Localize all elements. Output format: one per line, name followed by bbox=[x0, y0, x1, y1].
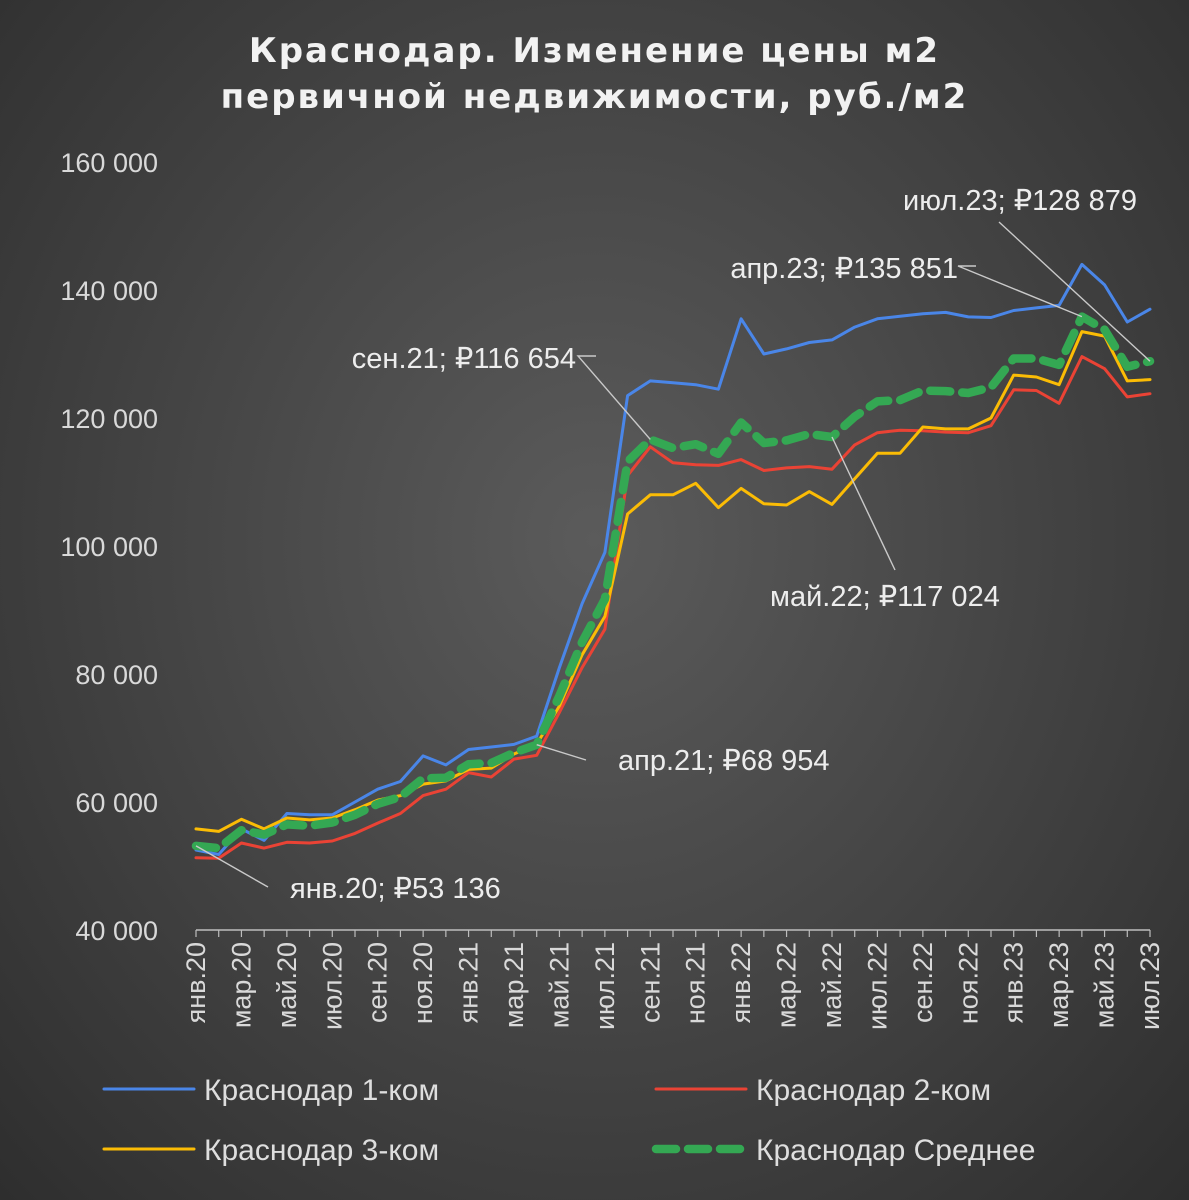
legend-label: Краснодар 1-ком bbox=[204, 1074, 439, 1107]
data-label: июл.23; ₽128 879 bbox=[903, 185, 1137, 217]
x-tick-label: янв.21 bbox=[454, 942, 484, 1023]
series-line bbox=[194, 262, 1152, 856]
annotation-leader bbox=[998, 221, 1151, 362]
annotation-leader bbox=[576, 355, 651, 440]
x-tick-label: июл.21 bbox=[590, 942, 620, 1030]
data-label: сен.21; ₽116 654 bbox=[352, 343, 576, 375]
data-label: май.22; ₽117 024 bbox=[770, 581, 1000, 613]
x-tick-label: мар.20 bbox=[226, 942, 256, 1028]
x-tick-label: май.22 bbox=[817, 942, 847, 1028]
x-tick-label: мар.23 bbox=[1044, 942, 1074, 1028]
annotation-leader bbox=[831, 436, 896, 571]
legend-label: Краснодар 2-ком bbox=[756, 1074, 991, 1107]
legend-label: Краснодар Среднее bbox=[756, 1134, 1035, 1167]
x-tick-label: ноя.21 bbox=[681, 942, 711, 1024]
x-tick-label: янв.23 bbox=[999, 942, 1029, 1023]
x-tick-label: июл.22 bbox=[862, 942, 892, 1030]
x-tick-label: май.23 bbox=[1090, 942, 1120, 1028]
chart-title-line-2: первичной недвижимости, руб./м2 bbox=[220, 77, 969, 117]
x-tick-label: мар.21 bbox=[499, 942, 529, 1028]
x-tick-label: сен.21 bbox=[635, 942, 665, 1023]
annotation-leader bbox=[195, 845, 269, 888]
x-tick-label: ноя.20 bbox=[408, 942, 438, 1024]
series-line bbox=[194, 355, 1152, 860]
data-label: апр.23; ₽135 851 bbox=[730, 253, 958, 285]
data-label: янв.20; ₽53 136 bbox=[290, 873, 501, 905]
x-tick-label: янв.22 bbox=[726, 942, 756, 1023]
x-tick-label: июл.20 bbox=[317, 942, 347, 1030]
y-tick-label: 120 000 bbox=[60, 404, 158, 434]
series-line bbox=[191, 312, 1155, 853]
x-tick-label: сен.20 bbox=[363, 942, 393, 1023]
x-tick-label: янв.20 bbox=[181, 942, 211, 1023]
annotation-leader bbox=[957, 265, 1083, 318]
legend-label: Краснодар 3-ком bbox=[204, 1134, 439, 1167]
x-tick-label: май.21 bbox=[544, 942, 574, 1028]
y-tick-label: 100 000 bbox=[60, 532, 158, 562]
x-tick-label: сен.22 bbox=[908, 942, 938, 1023]
chart-title: Краснодар. Изменение цены м2 первичной н… bbox=[0, 28, 1189, 120]
y-tick-label: 160 000 bbox=[60, 148, 158, 178]
chart-title-line-1: Краснодар. Изменение цены м2 bbox=[248, 31, 941, 71]
x-tick-label: июл.23 bbox=[1135, 942, 1165, 1030]
x-tick-label: мар.22 bbox=[772, 942, 802, 1028]
y-tick-label: 80 000 bbox=[75, 660, 158, 690]
y-tick-label: 40 000 bbox=[75, 916, 158, 946]
series-line bbox=[194, 330, 1152, 833]
x-tick-label: ноя.22 bbox=[953, 942, 983, 1024]
annotation-leader bbox=[536, 744, 587, 761]
y-tick-label: 140 000 bbox=[60, 276, 158, 306]
x-tick-label: май.20 bbox=[272, 942, 302, 1028]
y-tick-label: 60 000 bbox=[75, 788, 158, 818]
data-label: апр.21; ₽68 954 bbox=[618, 745, 830, 777]
